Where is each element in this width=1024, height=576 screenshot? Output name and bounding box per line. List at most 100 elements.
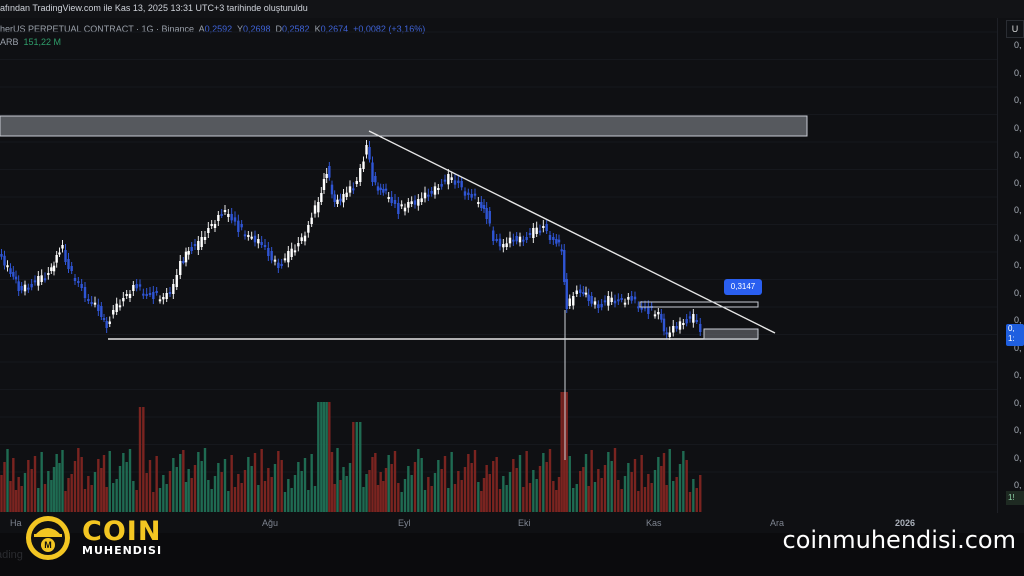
candle-body xyxy=(672,326,675,333)
volume-bar xyxy=(9,481,12,512)
volume-bar xyxy=(280,460,283,512)
volume-bar xyxy=(155,456,158,512)
volume-bar xyxy=(73,461,77,512)
volume-bar xyxy=(563,392,566,512)
candle-body xyxy=(230,214,233,221)
volume-bar xyxy=(672,481,675,512)
candle-body xyxy=(384,188,388,191)
candle-body xyxy=(280,264,283,266)
volume-bar xyxy=(376,485,380,512)
candle-body xyxy=(477,202,480,204)
volume-bar xyxy=(403,479,407,512)
candle-body xyxy=(33,280,37,283)
price-tick-label: 0, xyxy=(1014,95,1022,105)
volume-bar xyxy=(560,392,563,512)
time-tick-label: Eyl xyxy=(398,518,411,528)
candle-body xyxy=(148,293,152,295)
candle-body xyxy=(647,306,650,314)
volume-bar xyxy=(158,488,162,512)
candle-body xyxy=(135,284,138,289)
candle-body xyxy=(23,284,27,292)
volume-bar xyxy=(443,456,447,512)
candle-body xyxy=(223,210,227,212)
candle-body xyxy=(345,192,348,197)
price-tick-label: 0, xyxy=(1014,150,1022,160)
time-tick-label: Ha xyxy=(10,518,22,528)
candle-body xyxy=(108,321,111,324)
volume-bar xyxy=(379,472,382,512)
volume-bar xyxy=(557,477,561,512)
candle-body xyxy=(125,294,128,296)
volume-bar xyxy=(653,470,657,512)
volume-bar xyxy=(100,468,103,512)
price-tick-label: 0, xyxy=(1014,67,1022,78)
candle-body xyxy=(207,228,210,233)
volume-bar xyxy=(135,490,138,512)
time-axis[interactable]: Ha Ağu Eyl Eki Kas Ara 2026 xyxy=(0,513,1024,533)
grid xyxy=(0,31,998,473)
candle-body xyxy=(328,166,331,178)
volume-bar xyxy=(473,450,477,512)
candle-body xyxy=(603,300,607,303)
volume-bar xyxy=(30,469,33,512)
volume-bar xyxy=(400,492,403,512)
candle-body xyxy=(233,217,237,222)
close-value: 0,2674 xyxy=(320,24,349,34)
candle-body xyxy=(17,281,20,291)
candle-body xyxy=(590,296,593,304)
candle-body xyxy=(197,241,200,250)
volume-bar xyxy=(287,479,290,512)
candle-body xyxy=(627,297,630,300)
candle-body xyxy=(617,299,620,302)
candle-body xyxy=(270,251,273,261)
price-tick-label: 0, xyxy=(1014,122,1022,133)
volume-bar xyxy=(525,451,528,512)
price-scale[interactable]: 0, 0, 0, 0, 0, 0, 0, 0, 0, 0, 0, 0, 0, 0, 0, 0, 0, xyxy=(997,18,1024,513)
volume-bar xyxy=(58,463,61,512)
volume-bar xyxy=(545,462,548,512)
candle-body xyxy=(582,292,585,294)
currency-box[interactable]: U xyxy=(1006,20,1024,38)
price-callout: 0,3147 xyxy=(724,279,762,295)
svg-text:M: M xyxy=(44,540,52,550)
volume-bar xyxy=(407,466,410,512)
volume-bar xyxy=(17,477,20,512)
volume-bar xyxy=(485,465,488,512)
price-tick-label: 0, xyxy=(1014,232,1022,243)
candle-body xyxy=(37,276,40,286)
volume-bar xyxy=(603,465,607,512)
candle-body xyxy=(210,224,213,226)
current-price-tag: 0, 1: xyxy=(1006,324,1024,346)
volume-bar xyxy=(102,455,106,512)
volume-bar xyxy=(630,472,633,512)
candle-body xyxy=(355,181,358,184)
candle-body xyxy=(342,194,345,203)
candle-body xyxy=(12,272,15,277)
volume-bar xyxy=(610,461,613,512)
volume-bar xyxy=(650,483,653,512)
candle-body xyxy=(283,258,287,261)
volume-bar xyxy=(447,488,450,512)
open-value: 0,2592 xyxy=(204,24,233,34)
candle-body xyxy=(27,287,30,290)
price-tick-label: 0, xyxy=(1014,205,1022,215)
volume-bar xyxy=(643,487,647,512)
candle-body xyxy=(548,235,552,240)
volume-bar xyxy=(142,407,145,512)
volume-bar xyxy=(328,402,331,512)
volume-bar xyxy=(47,471,50,512)
coinmuhendisi-logo: M COIN MUHENDISI xyxy=(24,513,174,565)
candle-body xyxy=(379,187,382,190)
volume-bar xyxy=(374,453,377,512)
candle-body xyxy=(145,294,148,296)
candle-body xyxy=(390,197,393,203)
volume-bar xyxy=(220,472,223,512)
candle-body xyxy=(80,284,83,288)
volume-bar xyxy=(307,490,310,512)
symbol-label: herUS PERPETUAL CONTRACT · 1G · Binance xyxy=(0,24,195,34)
candle-body xyxy=(61,245,64,249)
candle-body xyxy=(273,259,277,262)
volume-bar xyxy=(359,422,362,512)
candle-body xyxy=(542,226,545,228)
candle-body xyxy=(247,235,250,237)
